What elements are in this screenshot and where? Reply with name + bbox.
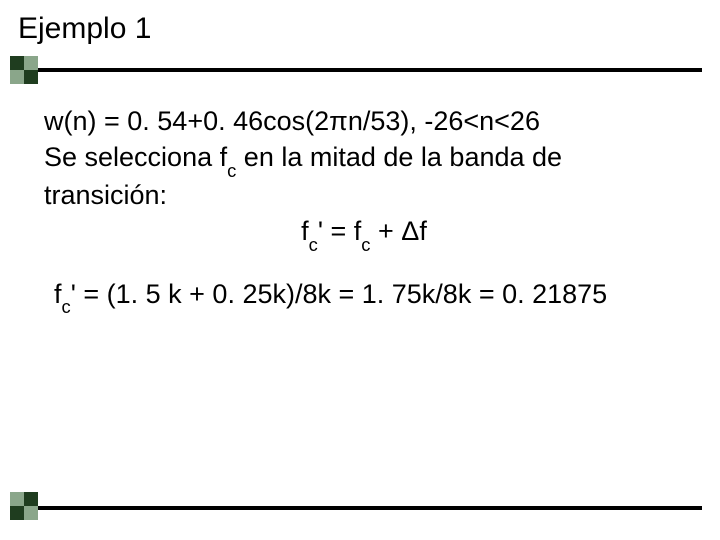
square-icon	[10, 506, 24, 520]
text-fragment: f	[419, 216, 427, 246]
text-fragment: w(n) = 0. 54+0. 46cos(2	[44, 106, 329, 136]
subscript: c	[361, 234, 370, 255]
horizontal-rule-bottom	[38, 506, 702, 510]
text-fragment: en la mitad de la banda de	[236, 142, 562, 172]
slide-title: Ejemplo 1	[18, 12, 151, 46]
horizontal-rule-top	[38, 68, 702, 72]
subscript: c	[62, 296, 71, 317]
body-line-2: Se selecciona fc en la mitad de la banda…	[44, 140, 684, 179]
body-line-4: fc' = fc + Δf	[44, 214, 684, 253]
subscript: c	[309, 234, 318, 255]
body-line-3: transición:	[44, 178, 684, 214]
body-line-1: w(n) = 0. 54+0. 46cos(2πn/53), -26<n<26	[44, 104, 684, 140]
slide-body: w(n) = 0. 54+0. 46cos(2πn/53), -26<n<26 …	[44, 104, 684, 315]
text-fragment: +	[370, 216, 401, 246]
text-fragment: Se selecciona f	[44, 142, 227, 172]
spacer	[44, 253, 684, 277]
square-icon	[24, 70, 38, 84]
slide: Ejemplo 1 w(n) = 0. 54+0. 46cos(2πn/53),…	[0, 0, 720, 540]
text-fragment: n/53), -26<n<26	[348, 106, 540, 136]
title-decoration	[0, 56, 720, 80]
pi-symbol: π	[329, 106, 348, 136]
square-icon	[24, 506, 38, 520]
text-fragment: ' = f	[318, 216, 361, 246]
body-line-5: fc' = (1. 5 k + 0. 25k)/8k = 1. 75k/8k =…	[54, 277, 684, 316]
square-icon	[10, 492, 24, 506]
square-icon	[10, 56, 24, 70]
square-icon	[24, 492, 38, 506]
text-fragment: ' = (1. 5 k + 0. 25k)/8k = 1. 75k/8k = 0…	[71, 279, 608, 309]
text-fragment: f	[301, 216, 309, 246]
text-fragment: transición:	[44, 180, 167, 210]
text-fragment: f	[54, 279, 62, 309]
delta-symbol: Δ	[401, 216, 419, 246]
footer-decoration	[10, 492, 38, 520]
subscript: c	[227, 160, 236, 181]
square-icon	[24, 56, 38, 70]
square-icon	[10, 70, 24, 84]
